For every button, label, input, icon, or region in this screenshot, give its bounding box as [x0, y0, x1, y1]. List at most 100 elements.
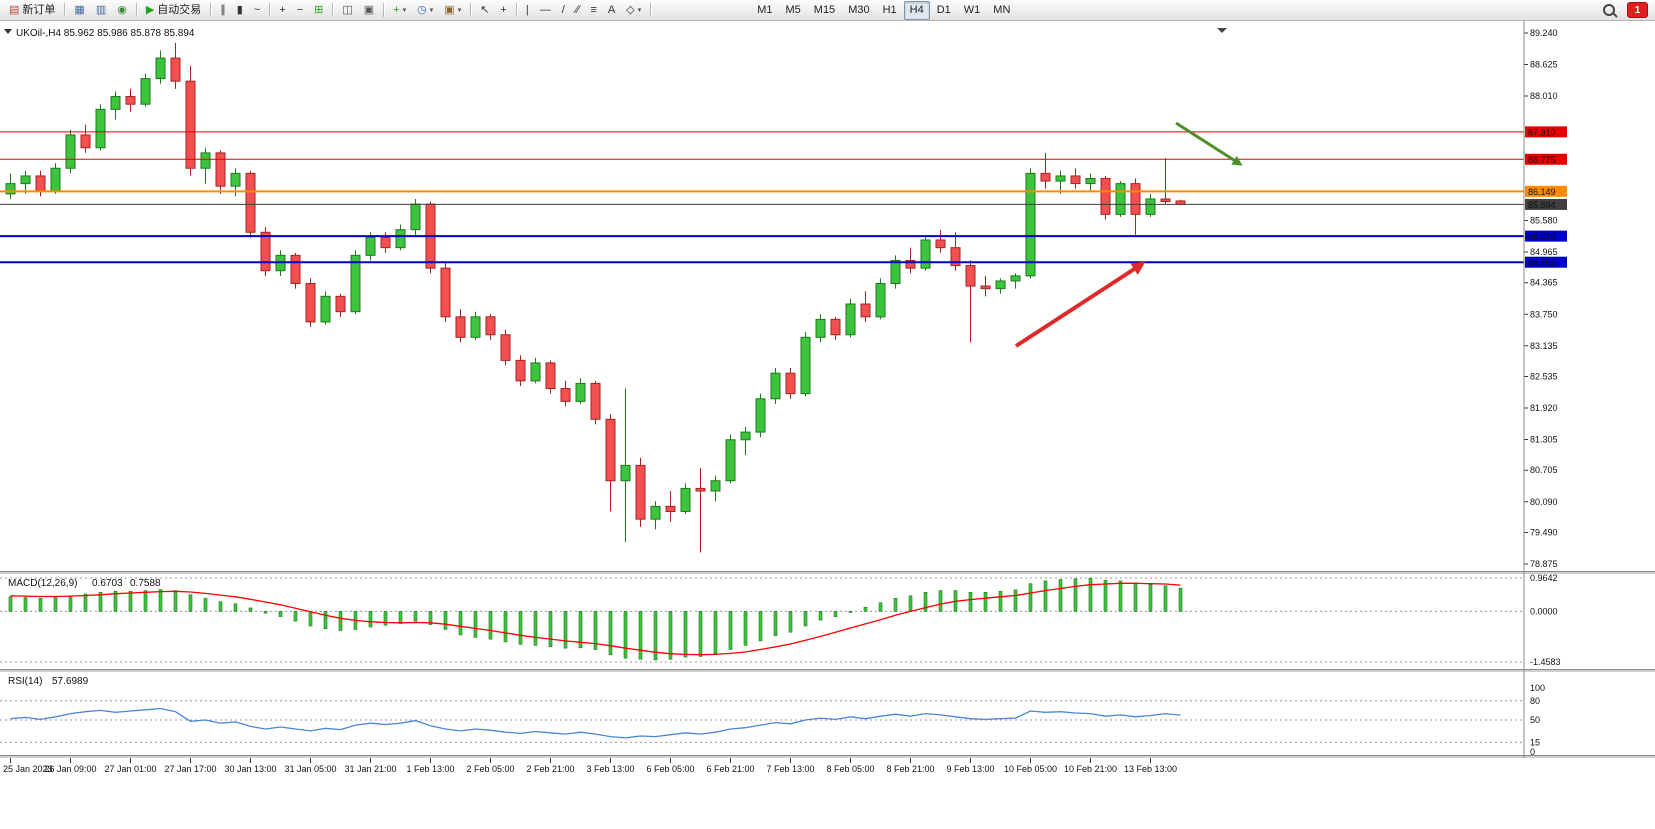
charts-button[interactable]: ▦: [69, 1, 89, 20]
candle-body: [125, 96, 136, 105]
macd-histogram-bar: [908, 595, 913, 612]
chart-bars-icon: ∥: [220, 3, 226, 16]
svg-text:6 Feb 05:00: 6 Feb 05:00: [646, 764, 694, 774]
svg-text:27 Jan 17:00: 27 Jan 17:00: [164, 764, 216, 774]
chart-shift-marker[interactable]: [1217, 28, 1227, 33]
autotrading-button[interactable]: ▶ 自动交易: [141, 1, 206, 20]
zoom-in-button[interactable]: +: [274, 1, 290, 20]
periods-button[interactable]: ◷ ▾: [412, 1, 438, 20]
macd-histogram-bar: [608, 611, 613, 656]
macd-histogram-bar: [188, 594, 193, 612]
candle-body: [260, 231, 271, 272]
timeframe-m30-button[interactable]: M30: [848, 4, 870, 16]
timeframe-m15-button[interactable]: M15: [813, 4, 836, 16]
zoom-out-button[interactable]: −: [292, 1, 308, 20]
market-watch-button[interactable]: ▥: [91, 1, 111, 20]
price-line-badge: [1525, 256, 1567, 268]
cursor-button[interactable]: ↖: [475, 1, 494, 20]
candle-body: [245, 172, 256, 233]
candle-body: [440, 267, 451, 318]
macd-histogram-bar: [1103, 579, 1108, 612]
timeframe-d1-button[interactable]: D1: [936, 4, 951, 16]
crosshair-button[interactable]: +: [495, 1, 511, 20]
candle-body: [110, 96, 121, 110]
macd-histogram-bar: [848, 611, 853, 613]
candle-body: [620, 464, 631, 482]
macd-histogram-bar: [503, 611, 508, 643]
fibonacci-icon: ≡: [590, 3, 597, 16]
macd-histogram-bar: [998, 590, 1003, 612]
sound-button[interactable]: ◉: [112, 1, 132, 20]
macd-histogram-bar: [428, 611, 433, 625]
toolbar-separator: [269, 3, 271, 17]
green-arrow[interactable]: [1175, 121, 1243, 166]
crosshair-icon: +: [500, 3, 507, 16]
templates-button[interactable]: ▣ ▾: [439, 1, 466, 20]
fibonacci-button[interactable]: ≡: [585, 1, 601, 20]
cascade-windows-button[interactable]: ▣: [359, 1, 379, 20]
add-indicator-button[interactable]: + ▾: [388, 1, 411, 20]
chart-candles-button[interactable]: ▮: [232, 1, 248, 20]
zoom-out-icon: −: [296, 3, 304, 16]
candle-body: [230, 172, 241, 187]
arrange-windows-button[interactable]: ◫: [337, 1, 357, 20]
timeframe-h4-button[interactable]: H4: [903, 0, 930, 20]
candle-body: [860, 303, 871, 318]
toolbar: ▤ 新订单 ▦ ▥ ◉ ▶ 自动交易 ∥ ▮ ~ + − ⊞ ◫ ▣ + ▾ ◷ ▾ ▣ ▾ ↖ + | — / ∕∕ ≡ A ◇ ▾ M1 M…: [0, 0, 1655, 21]
rsi-line: [10, 707, 1181, 739]
macd-histogram-bar: [593, 611, 598, 650]
vertical-line-button[interactable]: |: [521, 1, 534, 20]
toolbar-separator: [64, 3, 66, 17]
chart-collapse-icon[interactable]: [4, 29, 12, 34]
macd-histogram-bar: [413, 611, 418, 622]
chart-bars-button[interactable]: ∥: [215, 1, 231, 20]
candle-body: [515, 359, 526, 382]
svg-text:86.149: 86.149: [1528, 187, 1556, 197]
horizontal-line-button[interactable]: —: [535, 1, 556, 20]
candle-body: [920, 239, 931, 269]
macd-histogram-bar: [128, 590, 133, 612]
candle-body: [170, 57, 181, 82]
candle-body: [50, 167, 61, 192]
panel-separator[interactable]: [0, 571, 1655, 574]
macd-histogram-bar: [548, 611, 553, 648]
macd-histogram-bar: [53, 597, 58, 612]
macd-histogram-bar: [818, 611, 823, 621]
svg-text:15: 15: [1530, 737, 1540, 747]
equidistant-channel-button[interactable]: ∕∕: [571, 1, 585, 20]
timeframe-w1-button[interactable]: W1: [963, 4, 981, 16]
vertical-line-icon: |: [525, 3, 529, 16]
macd-histogram-bar: [68, 595, 73, 612]
timeframe-m5-button[interactable]: M5: [785, 4, 801, 16]
macd-histogram-bar: [263, 611, 268, 614]
svg-text:84.766: 84.766: [1528, 258, 1556, 268]
timeframe-mn-button[interactable]: MN: [993, 4, 1011, 16]
macd-histogram-bar: [293, 611, 298, 622]
search-button[interactable]: [1599, 1, 1619, 20]
svg-text:9 Feb 13:00: 9 Feb 13:00: [946, 764, 994, 774]
red-arrow[interactable]: [1014, 261, 1146, 348]
tile-windows-button[interactable]: ⊞: [309, 1, 328, 20]
notification-badge[interactable]: 1: [1627, 2, 1648, 18]
trendline-button[interactable]: /: [557, 1, 570, 20]
macd-histogram-bar: [158, 589, 163, 612]
chart-line-button[interactable]: ~: [249, 1, 265, 20]
timeframe-m1-button[interactable]: M1: [757, 4, 773, 16]
svg-text:31 Jan 05:00: 31 Jan 05:00: [284, 764, 336, 774]
candle-body: [785, 372, 796, 395]
candle-body: [185, 80, 196, 169]
price-axis: 89.240 88.625 88.010 85.580 84.965 84.365 83.7…: [1524, 28, 1558, 569]
new-order-button[interactable]: ▤ 新订单: [4, 1, 60, 20]
panel-separator[interactable]: [0, 755, 1655, 758]
panel-separator[interactable]: [0, 669, 1655, 672]
candle-body: [905, 259, 916, 269]
svg-text:10 Feb 21:00: 10 Feb 21:00: [1064, 764, 1117, 774]
arrows-tool-button[interactable]: ◇ ▾: [621, 1, 646, 20]
timeframe-h1-button[interactable]: H1: [882, 4, 897, 16]
text-tool-button[interactable]: A: [603, 1, 620, 20]
candle-body: [395, 229, 406, 249]
candle-body: [845, 303, 856, 336]
macd-histogram-bar: [578, 611, 583, 649]
candle-body: [500, 334, 511, 361]
